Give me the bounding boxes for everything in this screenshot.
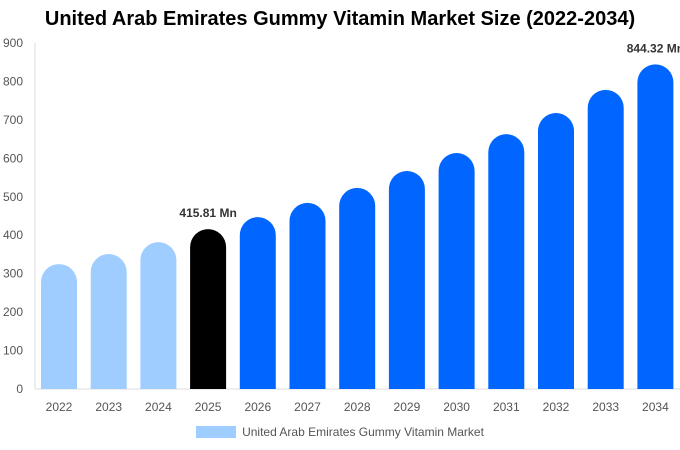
x-tick-label: 2024: [145, 400, 172, 414]
x-tick-label: 2026: [244, 400, 271, 414]
y-tick-label: 700: [3, 113, 23, 127]
x-tick-label: 2022: [46, 400, 73, 414]
y-tick-label: 900: [3, 36, 23, 50]
y-tick-label: 400: [3, 228, 23, 242]
bar: [289, 202, 326, 389]
legend-swatch: [196, 426, 237, 438]
bar: [239, 217, 276, 389]
legend: United Arab Emirates Gummy Vitamin Marke…: [0, 425, 680, 439]
bar: [90, 254, 127, 389]
x-tick-label: 2023: [95, 400, 122, 414]
y-tick-label: 300: [3, 267, 23, 281]
bar: [339, 187, 376, 389]
x-tick-label: 2027: [294, 400, 321, 414]
bar: [388, 171, 425, 389]
x-tick-label: 2032: [543, 400, 570, 414]
x-tick-label: 2029: [394, 400, 421, 414]
x-tick-label: 2034: [642, 400, 669, 414]
x-tick-label: 2031: [493, 400, 520, 414]
x-tick-label: 2028: [344, 400, 371, 414]
bar: [438, 152, 475, 389]
bar: [41, 264, 77, 389]
data-label: 844.32 Mn: [627, 41, 680, 55]
y-tick-label: 200: [3, 305, 23, 319]
x-tick-label: 2025: [195, 400, 222, 414]
bar: [587, 89, 624, 389]
legend-label: United Arab Emirates Gummy Vitamin Marke…: [242, 425, 484, 439]
y-tick-label: 800: [3, 74, 23, 88]
y-tick-label: 500: [3, 190, 23, 204]
bar: [190, 229, 227, 389]
x-tick-label: 2030: [443, 400, 470, 414]
y-tick-label: 0: [16, 382, 23, 396]
data-label: 415.81 Mn: [179, 206, 236, 220]
y-tick-label: 100: [3, 344, 23, 358]
y-tick-label: 600: [3, 151, 23, 165]
bar: [488, 134, 525, 389]
bar: [637, 64, 674, 389]
bar: [538, 112, 574, 390]
bar: [140, 242, 177, 389]
chart-title: United Arab Emirates Gummy Vitamin Marke…: [44, 8, 636, 30]
x-tick-label: 2033: [592, 400, 619, 414]
